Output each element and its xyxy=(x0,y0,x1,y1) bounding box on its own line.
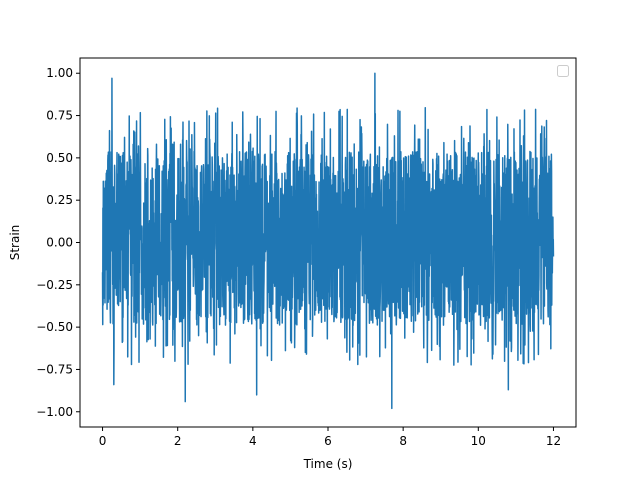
legend-box xyxy=(557,65,569,77)
x-tick-label: 8 xyxy=(399,434,407,448)
y-tick-label: 0.00 xyxy=(46,236,73,250)
y-tick-label: −0.25 xyxy=(36,278,73,292)
y-tick-label: −0.50 xyxy=(36,320,73,334)
y-tick-label: 0.25 xyxy=(46,193,73,207)
y-tick-label: 1.00 xyxy=(46,66,73,80)
y-tick-label: 0.50 xyxy=(46,151,73,165)
x-tick-label: 6 xyxy=(324,434,332,448)
y-tick-label: −1.00 xyxy=(36,405,73,419)
y-axis-label: Strain xyxy=(8,225,22,261)
x-tick-label: 2 xyxy=(174,434,182,448)
x-axis-label: Time (s) xyxy=(303,457,353,471)
signal-series xyxy=(101,72,555,410)
x-tick-label: 10 xyxy=(471,434,486,448)
x-axis-ticks: 0 2 4 6 8 10 12 xyxy=(99,427,561,448)
y-tick-label: 0.75 xyxy=(46,109,73,123)
signal-line xyxy=(101,72,555,410)
x-tick-label: 12 xyxy=(546,434,561,448)
x-tick-label: 4 xyxy=(249,434,257,448)
y-axis-ticks: 1.00 0.75 0.50 0.25 0.00 −0.25 −0.50 −0.75 −1.00 xyxy=(36,66,80,419)
y-tick-label: −0.75 xyxy=(36,362,73,376)
x-tick-label: 0 xyxy=(99,434,107,448)
